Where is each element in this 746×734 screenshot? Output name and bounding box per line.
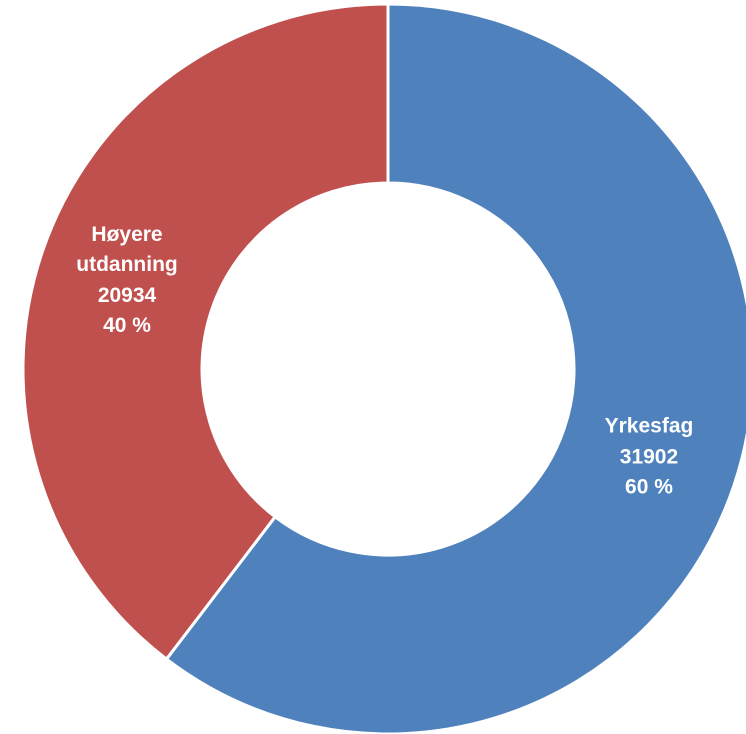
category-label: Yrkesfag xyxy=(604,414,694,438)
value-label: 20934 xyxy=(97,283,157,307)
percentage-label: 40 % xyxy=(103,314,151,338)
donut-slice xyxy=(164,2,746,734)
donut-slice xyxy=(21,2,390,662)
percentage-label: 60 % xyxy=(625,475,673,499)
data-label: Yrkesfag 31902 60 % xyxy=(574,412,724,503)
data-label: Høyere utdanning 20934 40 % xyxy=(52,220,202,342)
value-label: 31902 xyxy=(619,445,679,469)
category-label: Høyere utdanning xyxy=(76,222,178,277)
